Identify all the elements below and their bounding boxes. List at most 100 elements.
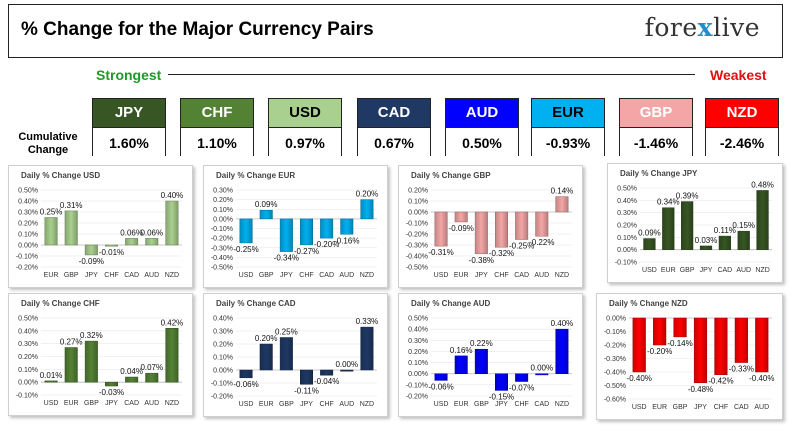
currency-cumulative-value: -2.46%: [706, 127, 778, 156]
bar-gbp: [259, 209, 273, 220]
currency-box-eur: EUR -0.93%: [531, 98, 605, 156]
y-tick-label: 0.40%: [408, 327, 428, 334]
data-label: -0.09%: [79, 257, 104, 266]
x-tick-label: AUD: [339, 401, 354, 408]
bar-gbp: [84, 340, 98, 383]
data-label: 0.15%: [732, 221, 755, 230]
x-tick-label: EUR: [454, 401, 469, 408]
bar-cad: [734, 317, 748, 363]
x-tick-label: JPY: [85, 272, 98, 279]
chart-panel-4: Daily % Change JPY 0.50% 0.40% 0.30% 0.20% 0.…: [607, 163, 783, 283]
data-label: 0.40%: [551, 319, 574, 328]
y-tick-label: 0.20%: [408, 188, 428, 195]
y-tick-label: -0.20%: [604, 343, 626, 350]
y-tick-label: 0.30%: [408, 338, 428, 345]
data-label: -0.40%: [749, 374, 774, 383]
y-tick-label: -0.30%: [211, 245, 233, 252]
data-label: 0.34%: [657, 198, 680, 207]
bar-aud: [145, 372, 159, 383]
bar-jpy: [84, 244, 98, 256]
y-tick-label: 0.10%: [213, 355, 233, 362]
y-tick-label: -0.60%: [604, 397, 626, 404]
x-tick-label: GBP: [279, 401, 294, 408]
data-label: 0.27%: [60, 338, 83, 347]
x-tick-label: NZD: [165, 272, 179, 279]
y-tick-label: 0.20%: [213, 342, 233, 349]
bar-jpy: [699, 245, 713, 250]
y-tick-label: -0.20%: [406, 232, 428, 239]
x-tick-label: USD: [642, 267, 657, 274]
data-label: -0.01%: [99, 248, 124, 257]
x-tick-label: CAD: [534, 401, 549, 408]
y-tick-label: 0.30%: [213, 188, 233, 195]
data-label: 0.31%: [60, 201, 83, 210]
y-tick-label: -0.30%: [604, 356, 626, 363]
strongest-label: Strongest: [96, 67, 162, 83]
currency-box-chf: CHF 1.10%: [180, 98, 254, 156]
bar-nzd: [165, 328, 179, 383]
x-tick-label: CHF: [299, 272, 313, 279]
y-tick-label: -0.40%: [406, 254, 428, 261]
x-tick-label: USD: [434, 401, 449, 408]
x-tick-label: CAD: [717, 267, 732, 274]
chart-title: Daily % Change CHF: [21, 299, 100, 308]
chart-svg: Daily % Change USD0.50%0.40%0.30%0.20%0.…: [16, 171, 183, 279]
data-label: 0.01%: [40, 371, 63, 380]
chart-title: Daily % Change EUR: [216, 171, 295, 180]
currency-name: AUD: [446, 99, 518, 127]
data-label: -0.15%: [489, 392, 514, 401]
y-tick-label: 0.10%: [18, 367, 38, 374]
bar-cad: [125, 376, 139, 383]
x-tick-label: JPY: [280, 272, 293, 279]
bar-nzd: [360, 199, 374, 220]
y-tick-label: 0.10%: [213, 207, 233, 214]
chart-panel-6: Daily % Change CAD 0.40% 0.30% 0.20% 0.10% 0.…: [203, 293, 388, 417]
x-tick-label: GBP: [474, 401, 489, 408]
ranking-line: [168, 74, 695, 75]
y-tick-label: -0.20%: [406, 394, 428, 401]
x-tick-label: GBP: [64, 272, 79, 279]
data-label: 0.06%: [140, 228, 163, 237]
chart-panel-8: Daily % Change NZD 0.00% -0.10% -0.20% -0.30…: [596, 293, 783, 420]
bar-aud: [340, 369, 354, 372]
x-tick-label: AUD: [144, 272, 159, 279]
bar-aud: [737, 230, 750, 250]
x-tick-label: CAD: [514, 272, 529, 279]
x-tick-label: GBP: [673, 404, 688, 411]
currency-box-gbp: GBP -1.46%: [619, 98, 693, 156]
currency-name: CHF: [181, 99, 253, 127]
data-label: -0.27%: [294, 247, 319, 256]
y-tick-label: 0.00%: [606, 316, 626, 323]
y-tick-label: 0.20%: [408, 349, 428, 356]
bar-nzd: [555, 328, 569, 374]
y-tick-label: -0.40%: [604, 370, 626, 377]
bar-nzd: [165, 200, 179, 246]
chart-svg: Daily % Change NZD 0.00% -0.10% -0.20% -0.30…: [604, 299, 775, 411]
x-tick-label: JPY: [495, 401, 508, 408]
data-label: 0.42%: [161, 318, 184, 327]
chart-svg: Daily % Change CAD 0.40% 0.30% 0.20% 0.10% 0.…: [211, 299, 378, 408]
chart-panel-7: Daily % Change AUD 0.50% 0.40% 0.30% 0.20% 0.…: [398, 293, 583, 417]
data-label: -0.22%: [529, 238, 554, 247]
x-tick-label: NZD: [755, 267, 769, 274]
chart-panel-2: Daily % Change EUR 0.30% 0.20% 0.10% 0.00% -0…: [203, 165, 388, 288]
y-tick-label: -0.10%: [16, 393, 38, 400]
y-tick-label: 0.00%: [213, 368, 233, 375]
bar-jpy: [279, 218, 293, 252]
chart-svg: Daily % Change CHF 0.50% 0.40% 0.30% 0.20% 0.…: [16, 299, 184, 407]
y-tick-label: 0.20%: [18, 221, 38, 228]
data-label: 0.07%: [140, 363, 163, 372]
bar-eur: [44, 217, 58, 246]
data-label: -0.38%: [469, 256, 494, 265]
x-tick-label: CAD: [124, 400, 139, 407]
chart-title: Daily % Change NZD: [609, 299, 688, 308]
data-label: 0.09%: [255, 200, 278, 209]
bar-gbp: [681, 201, 694, 250]
x-tick-label: NZD: [165, 400, 179, 407]
y-tick-label: 0.20%: [617, 223, 637, 230]
data-label: -0.31%: [428, 248, 453, 257]
bar-eur: [259, 343, 273, 371]
currency-cumulative-value: -0.93%: [532, 127, 604, 156]
y-tick-label: 0.40%: [18, 199, 38, 206]
currency-name: JPY: [93, 99, 165, 127]
